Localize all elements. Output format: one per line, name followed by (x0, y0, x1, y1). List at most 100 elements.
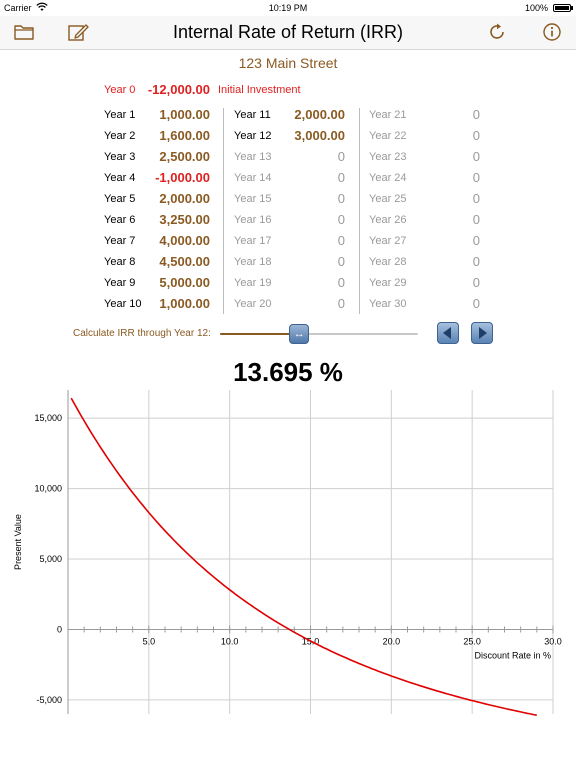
cash-flow-row: Year 14 0 (234, 169, 345, 187)
cash-flow-row: Year 11 2,000.00 (234, 106, 345, 124)
cash-flow-value[interactable]: 0 (472, 128, 480, 143)
year-label: Year 10 (104, 298, 142, 310)
cash-flow-value[interactable]: 1,000.00 (159, 107, 210, 122)
cash-flow-value[interactable]: 0 (472, 254, 480, 269)
cash-flow-value[interactable]: 4,500.00 (159, 254, 210, 269)
year-label: Year 26 (369, 214, 407, 226)
page-title: Internal Rate of Return (IRR) (172, 22, 404, 42)
cash-flow-value[interactable]: 3,250.00 (159, 212, 210, 227)
year-label: Year 1 (104, 109, 136, 121)
cash-flow-value[interactable]: 0 (337, 233, 345, 248)
folder-icon[interactable] (13, 22, 35, 42)
cash-flow-row: Year 17 0 (234, 232, 345, 250)
year-label: Year 20 (234, 298, 272, 310)
cash-flow-value[interactable]: 0 (337, 254, 345, 269)
year-label: Year 27 (369, 235, 407, 247)
cash-flow-value[interactable]: 0 (472, 212, 480, 227)
cash-flow-value[interactable]: 0 (472, 275, 480, 290)
battery-percent: 100% (524, 3, 548, 13)
initial-investment-row: Year 0 -12,000.00 Initial Investment (0, 82, 576, 98)
chart-svg: 5.0 10.0 15.0 20.0 25.0 30.015,00010,0005,000… (13, 390, 562, 716)
cash-flow-value[interactable]: 0 (472, 149, 480, 164)
cash-flow-value[interactable]: 0 (472, 170, 480, 185)
cash-flow-value[interactable]: 2,500.00 (159, 149, 210, 164)
year-label: Year 25 (369, 193, 407, 205)
cash-flow-value[interactable]: 0 (472, 107, 480, 122)
slider-thumb[interactable]: ↔ (289, 324, 310, 344)
slider-fill (220, 333, 300, 335)
x-axis-label: Discount Rate in % (474, 650, 551, 660)
cash-flow-row: Year 15 0 (234, 190, 345, 208)
cash-flow-value[interactable]: 0 (472, 296, 480, 311)
cash-flow-value[interactable]: 0 (472, 233, 480, 248)
cash-flow-row: Year 7 4,000.00 (104, 232, 210, 250)
year-0-value[interactable]: -12,000.00 (147, 82, 210, 97)
cash-flow-value[interactable]: 1,600.00 (159, 128, 210, 143)
cash-flow-row: Year 26 0 (369, 211, 480, 229)
year-label: Year 3 (104, 151, 136, 163)
battery-icon (553, 4, 571, 12)
cash-flow-row: Year 13 0 (234, 148, 345, 166)
y-tick-label: 10,000 (34, 484, 62, 494)
cash-flow-value[interactable]: 0 (472, 191, 480, 206)
year-label: Year 9 (104, 277, 136, 289)
wifi-icon (36, 2, 48, 14)
column-divider (359, 108, 360, 314)
year-label: Year 5 (104, 193, 136, 205)
cash-flow-row: Year 4 -1,000.00 (104, 169, 210, 187)
year-label: Year 6 (104, 214, 136, 226)
cash-flow-row: Year 1 1,000.00 (104, 106, 210, 124)
slider-track[interactable] (220, 333, 418, 335)
y-tick-label: 0 (57, 624, 62, 634)
cash-flow-value[interactable]: 4,000.00 (159, 233, 210, 248)
year-label: Year 7 (104, 235, 136, 247)
year-label: Year 8 (104, 256, 136, 268)
cash-flow-value[interactable]: 0 (337, 149, 345, 164)
cash-flow-row: Year 29 0 (369, 274, 480, 292)
year-label: Year 29 (369, 277, 407, 289)
slider-label: Calculate IRR through Year 12: (73, 328, 211, 339)
cash-flow-value[interactable]: 0 (337, 275, 345, 290)
x-tick-label: 25.0 (463, 636, 481, 646)
year-label: Year 21 (369, 109, 407, 121)
next-year-button[interactable] (471, 322, 493, 344)
cash-flow-value[interactable]: 2,000.00 (159, 191, 210, 206)
initial-investment-note: Initial Investment (218, 84, 301, 96)
info-icon[interactable] (541, 22, 563, 42)
cash-flow-value[interactable]: 0 (337, 170, 345, 185)
cash-flow-row: Year 9 5,000.00 (104, 274, 210, 292)
cash-flow-value[interactable]: 0 (337, 191, 345, 206)
year-label: Year 24 (369, 172, 407, 184)
year-label: Year 4 (104, 172, 136, 184)
battery-tip (571, 6, 573, 10)
carrier-label: Carrier (4, 3, 32, 13)
cash-flow-row: Year 12 3,000.00 (234, 127, 345, 145)
property-name[interactable]: 123 Main Street (238, 55, 338, 71)
cash-flow-row: Year 3 2,500.00 (104, 148, 210, 166)
cash-flow-value[interactable]: 0 (337, 212, 345, 227)
cash-flow-value[interactable]: 0 (337, 296, 345, 311)
refresh-icon[interactable] (487, 22, 509, 42)
edit-icon[interactable] (67, 22, 89, 42)
year-label: Year 13 (234, 151, 272, 163)
cash-flow-value[interactable]: 1,000.00 (159, 296, 210, 311)
y-tick-label: 15,000 (34, 413, 62, 423)
cash-flow-value[interactable]: -1,000.00 (155, 170, 210, 185)
present-value-chart: 5.0 10.0 15.0 20.0 25.0 30.0 15,000 10,000 5,000… (0, 388, 576, 718)
year-label: Year 19 (234, 277, 272, 289)
x-tick-label: 30.0 (544, 636, 562, 646)
cash-flow-value[interactable]: 2,000.00 (294, 107, 345, 122)
cash-flow-row: Year 22 0 (369, 127, 480, 145)
cash-flow-value[interactable]: 5,000.00 (159, 275, 210, 290)
cash-flow-row: Year 23 0 (369, 148, 480, 166)
x-tick-label: 10.0 (221, 636, 239, 646)
cash-flow-row: Year 10 1,000.00 (104, 295, 210, 313)
cash-flow-row: Year 25 0 (369, 190, 480, 208)
cash-flow-value[interactable]: 3,000.00 (294, 128, 345, 143)
cash-flow-row: Year 20 0 (234, 295, 345, 313)
year-label: Year 2 (104, 130, 136, 142)
cash-flow-row: Year 27 0 (369, 232, 480, 250)
previous-year-button[interactable] (437, 322, 459, 344)
year-label: Year 12 (234, 130, 272, 142)
cash-flow-row: Year 6 3,250.00 (104, 211, 210, 229)
